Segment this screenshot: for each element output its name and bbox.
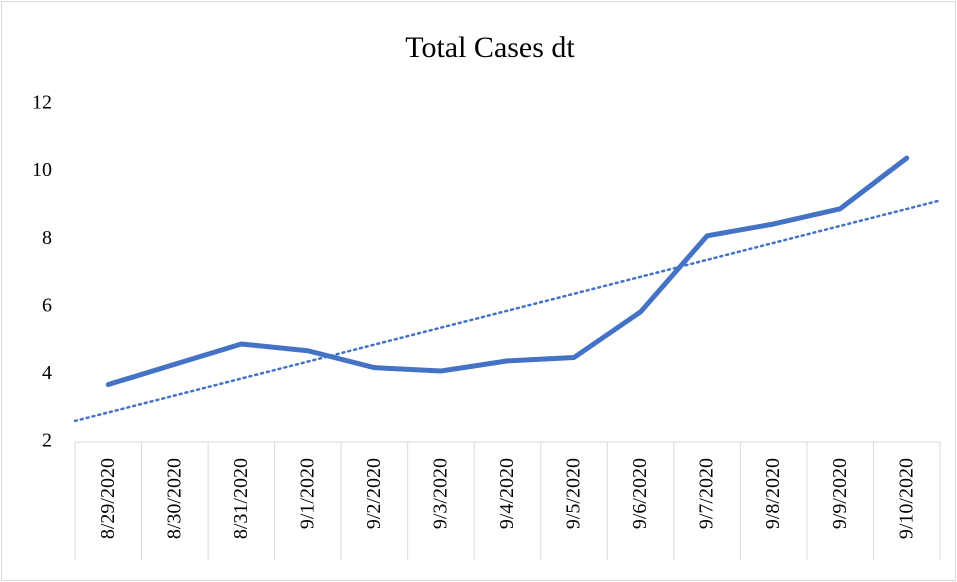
- y-tick-label: 12: [32, 92, 52, 114]
- x-tick-label: 8/31/2020: [230, 458, 252, 539]
- x-tick-label: 8/29/2020: [97, 458, 119, 539]
- data-line: [105, 155, 910, 388]
- x-tick-label: 9/4/2020: [496, 458, 518, 529]
- y-tick-label: 10: [32, 159, 52, 181]
- x-tick-label: 9/9/2020: [829, 458, 851, 529]
- x-tick-label: 9/10/2020: [895, 458, 917, 539]
- x-tick-label: 9/6/2020: [629, 458, 651, 529]
- x-tick-label: 9/8/2020: [762, 458, 784, 529]
- y-tick-label: 2: [42, 430, 52, 452]
- y-tick-label: 4: [42, 362, 52, 384]
- x-tick-label: 9/2/2020: [363, 458, 385, 529]
- y-tick-label: 6: [42, 294, 52, 316]
- chart-title: Total Cases dt: [405, 31, 575, 64]
- trendline: [73, 199, 942, 423]
- y-tick-label: 8: [42, 227, 52, 249]
- x-tick-label: 9/3/2020: [430, 458, 452, 529]
- x-tick-label: 9/5/2020: [563, 458, 585, 529]
- x-tick-label: 9/7/2020: [696, 458, 718, 529]
- x-tick-label: 8/30/2020: [163, 458, 185, 539]
- x-tick-label: 9/1/2020: [296, 458, 318, 529]
